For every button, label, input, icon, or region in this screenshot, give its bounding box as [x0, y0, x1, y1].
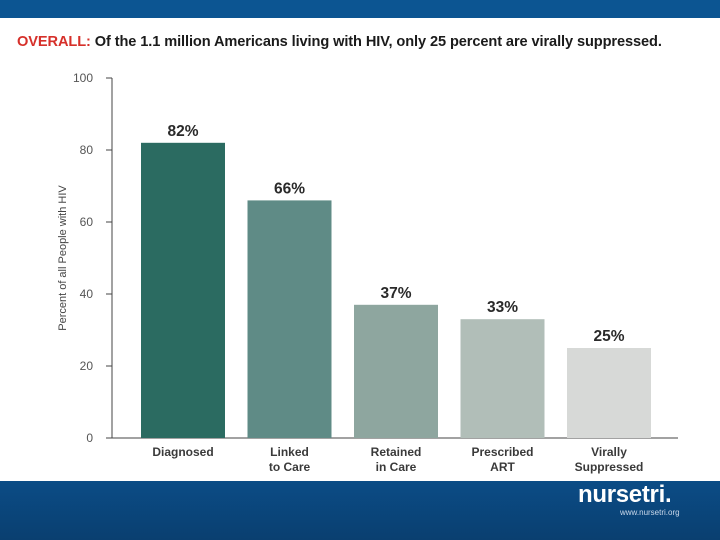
bar-data-label: 82% — [167, 123, 198, 140]
x-category-label: Linked — [270, 445, 309, 459]
bar-chart: 0 20 40 60 80 100 Percent of all People with H… — [57, 71, 678, 474]
brand-logo: nursetri. www.nursetri.org — [578, 481, 698, 518]
bar — [460, 319, 545, 438]
slide-title-lead: OVERALL: — [17, 34, 91, 50]
bar — [567, 348, 651, 438]
x-category-label: to Care — [269, 460, 311, 474]
top-header-band — [0, 0, 720, 18]
x-category-label: Diagnosed — [152, 445, 213, 459]
bar-data-label: 25% — [593, 328, 624, 345]
bar — [247, 200, 332, 438]
y-tick-label: 40 — [80, 287, 94, 301]
x-category-label: Prescribed — [471, 445, 533, 459]
footer-band — [0, 481, 720, 540]
x-category-label: ART — [490, 460, 515, 474]
x-category-label: in Care — [376, 460, 417, 474]
y-tick-label: 20 — [80, 359, 94, 373]
x-category-label: Suppressed — [575, 460, 644, 474]
y-tick-label: 100 — [73, 71, 93, 85]
brand-wordmark: nursetri. — [578, 481, 672, 508]
x-category-label: Virally — [591, 445, 627, 459]
bar-data-label: 37% — [380, 285, 411, 302]
y-axis-label: Percent of all People with HIV — [57, 185, 69, 331]
bar-data-label: 33% — [487, 299, 518, 316]
y-tick-label: 0 — [86, 431, 93, 445]
bar-data-label: 66% — [274, 180, 305, 197]
x-category-label: Retained — [371, 445, 422, 459]
slide-title: OVERALL: Of the 1.1 million Americans li… — [17, 34, 717, 50]
bar — [141, 142, 225, 439]
y-tick-label: 80 — [80, 143, 94, 157]
brand-url: www.nursetri.org — [620, 508, 680, 517]
slide-title-body: Of the 1.1 million Americans living with… — [90, 34, 662, 50]
bar — [354, 304, 438, 438]
y-tick-label: 60 — [80, 215, 94, 229]
